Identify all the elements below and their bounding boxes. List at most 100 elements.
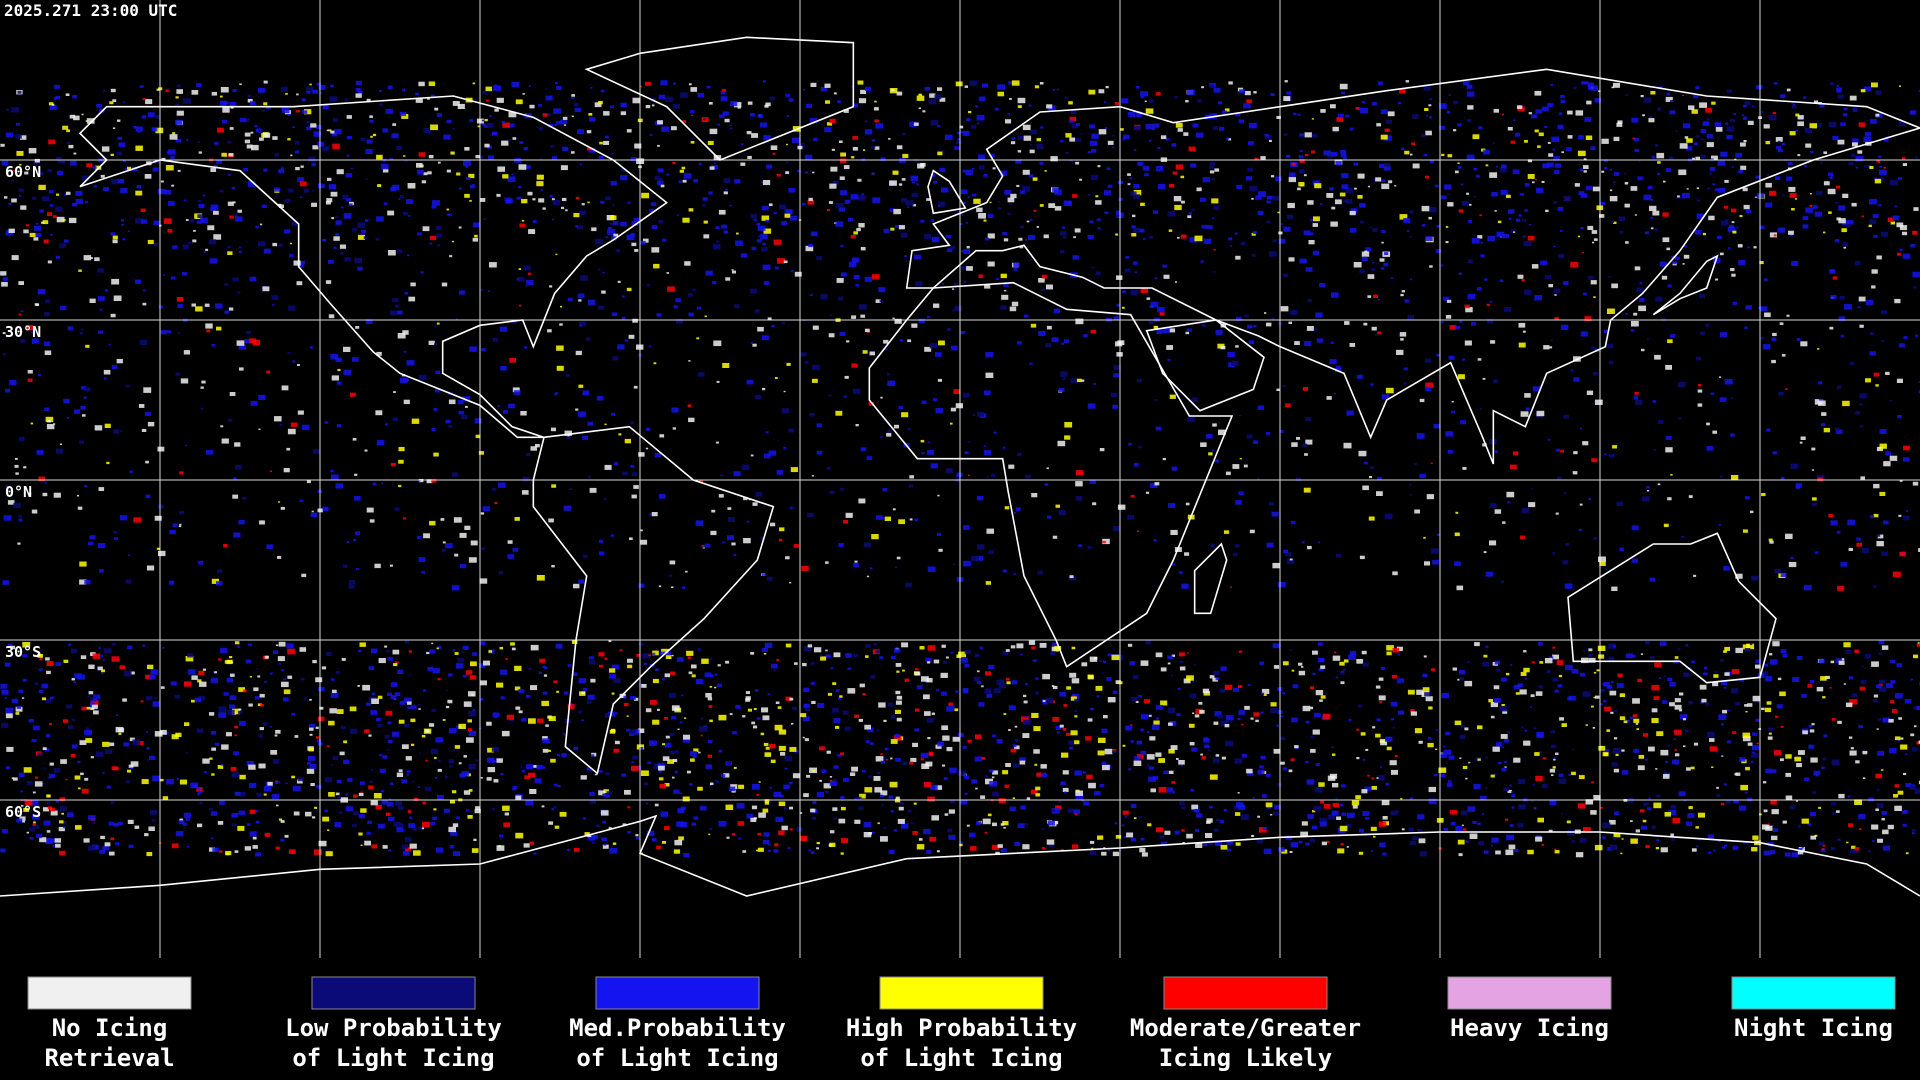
icing-pixel bbox=[743, 497, 748, 501]
icing-pixel bbox=[176, 84, 181, 88]
icing-pixel bbox=[254, 125, 258, 128]
icing-pixel bbox=[1477, 235, 1483, 239]
icing-pixel bbox=[1820, 848, 1826, 852]
icing-pixel bbox=[1205, 833, 1213, 838]
icing-pixel bbox=[1579, 427, 1583, 430]
icing-pixel bbox=[645, 802, 649, 805]
icing-pixel bbox=[453, 517, 462, 523]
icing-pixel bbox=[1528, 502, 1536, 508]
icing-pixel bbox=[924, 711, 931, 716]
icing-pixel bbox=[142, 98, 146, 101]
icing-pixel bbox=[246, 823, 251, 826]
icing-pixel bbox=[773, 849, 779, 853]
icing-pixel bbox=[1386, 119, 1393, 125]
icing-pixel bbox=[1823, 427, 1830, 433]
icing-pixel bbox=[1380, 134, 1388, 140]
icing-pixel bbox=[527, 191, 533, 196]
icing-pixel bbox=[1216, 818, 1220, 821]
icing-pixel bbox=[1803, 96, 1807, 99]
icing-pixel bbox=[1209, 805, 1213, 809]
icing-pixel bbox=[446, 208, 450, 211]
icing-pixel bbox=[1645, 231, 1649, 235]
icing-pixel bbox=[1600, 806, 1603, 809]
icing-pixel bbox=[945, 468, 953, 473]
icing-pixel bbox=[1343, 442, 1352, 449]
icing-pixel bbox=[306, 86, 314, 92]
icing-pixel bbox=[250, 401, 258, 406]
icing-pixel bbox=[249, 782, 257, 788]
icing-pixel bbox=[505, 198, 513, 204]
icing-pixel bbox=[1286, 154, 1291, 158]
icing-pixel bbox=[1235, 812, 1241, 816]
icing-pixel bbox=[483, 218, 486, 221]
icing-pixel bbox=[1297, 187, 1301, 191]
icing-pixel bbox=[51, 103, 55, 106]
icing-pixel bbox=[85, 738, 93, 743]
icing-pixel bbox=[370, 648, 378, 653]
icing-pixel bbox=[978, 702, 985, 707]
icing-pixel bbox=[620, 221, 627, 227]
icing-pixel bbox=[326, 198, 333, 203]
icing-pixel bbox=[733, 102, 742, 108]
icing-pixel bbox=[549, 195, 553, 198]
icing-pixel bbox=[888, 795, 893, 799]
icing-pixel bbox=[130, 767, 133, 770]
icing-pixel bbox=[738, 837, 741, 840]
icing-pixel bbox=[1747, 742, 1753, 746]
icing-pixel bbox=[49, 723, 52, 726]
icing-pixel bbox=[1714, 671, 1718, 674]
icing-pixel bbox=[1517, 105, 1523, 109]
icing-pixel bbox=[1799, 441, 1803, 444]
icing-pixel bbox=[1158, 758, 1165, 763]
icing-pixel bbox=[144, 174, 152, 179]
icing-pixel bbox=[784, 807, 787, 809]
icing-pixel bbox=[1319, 818, 1327, 824]
icing-pixel bbox=[1312, 650, 1318, 655]
icing-pixel bbox=[845, 653, 852, 658]
icing-pixel bbox=[1541, 843, 1545, 846]
icing-pixel bbox=[1874, 178, 1882, 184]
icing-pixel bbox=[539, 658, 545, 663]
icing-pixel bbox=[913, 122, 919, 126]
icing-pixel bbox=[1213, 205, 1220, 210]
icing-pixel bbox=[658, 177, 663, 182]
icing-pixel bbox=[1421, 134, 1426, 138]
icing-pixel bbox=[919, 646, 925, 650]
icing-pixel bbox=[1031, 646, 1036, 650]
icing-pixel bbox=[543, 674, 548, 677]
icing-pixel bbox=[1524, 393, 1531, 398]
icing-pixel bbox=[797, 143, 805, 149]
icing-pixel bbox=[1780, 649, 1787, 654]
icing-pixel bbox=[330, 470, 334, 473]
icing-pixel bbox=[1071, 693, 1079, 699]
icing-pixel bbox=[81, 706, 87, 711]
icing-pixel bbox=[553, 806, 557, 809]
icing-pixel bbox=[1702, 232, 1706, 236]
icing-pixel bbox=[423, 172, 428, 176]
icing-pixel bbox=[1298, 840, 1303, 844]
icing-pixel bbox=[26, 831, 29, 834]
icing-pixel bbox=[1283, 226, 1291, 232]
icing-pixel bbox=[683, 173, 692, 179]
icing-pixel bbox=[909, 121, 917, 127]
icing-pixel bbox=[1802, 730, 1808, 735]
icing-pixel bbox=[850, 235, 856, 239]
icing-pixel bbox=[1706, 142, 1714, 148]
icing-pixel bbox=[447, 673, 453, 677]
icing-pixel bbox=[831, 707, 839, 713]
icing-pixel bbox=[488, 650, 493, 653]
icing-pixel bbox=[172, 132, 176, 135]
icing-pixel bbox=[455, 663, 464, 669]
icing-pixel bbox=[1822, 844, 1826, 847]
icing-pixel bbox=[587, 201, 590, 204]
icing-pixel bbox=[1503, 760, 1507, 763]
icing-pixel bbox=[1593, 696, 1596, 699]
icing-pixel bbox=[605, 196, 611, 201]
icing-pixel bbox=[423, 127, 432, 134]
icing-pixel bbox=[309, 83, 312, 86]
icing-pixel bbox=[859, 793, 866, 799]
icing-pixel bbox=[1633, 396, 1639, 400]
icing-pixel bbox=[923, 828, 931, 835]
icing-pixel bbox=[1422, 687, 1430, 692]
icing-pixel bbox=[1375, 733, 1381, 738]
